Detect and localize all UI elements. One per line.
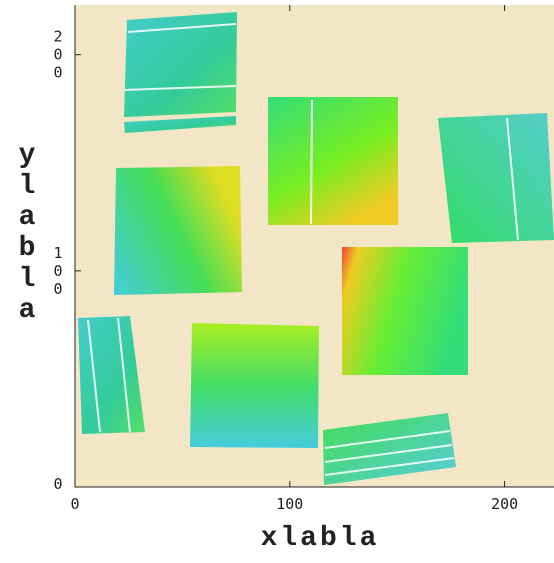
x-tick-label: 0 <box>70 495 79 513</box>
y-tick-label: 100 <box>49 244 67 298</box>
y-axis-label: ylabla <box>12 140 43 326</box>
tile <box>342 247 468 375</box>
image-tiles <box>78 12 554 485</box>
tile <box>78 316 145 434</box>
tile <box>114 166 242 295</box>
y-tick-label: 200 <box>49 28 67 82</box>
y-tick-label: 0 <box>49 475 67 493</box>
x-tick-label: 200 <box>491 495 518 513</box>
tile <box>268 97 398 225</box>
tile <box>190 323 319 448</box>
x-tick-label: 100 <box>276 495 303 513</box>
tile <box>438 113 554 243</box>
tile <box>124 12 237 117</box>
x-axis-label: xlabla <box>261 523 380 554</box>
tile <box>124 116 236 133</box>
tile <box>323 413 456 485</box>
